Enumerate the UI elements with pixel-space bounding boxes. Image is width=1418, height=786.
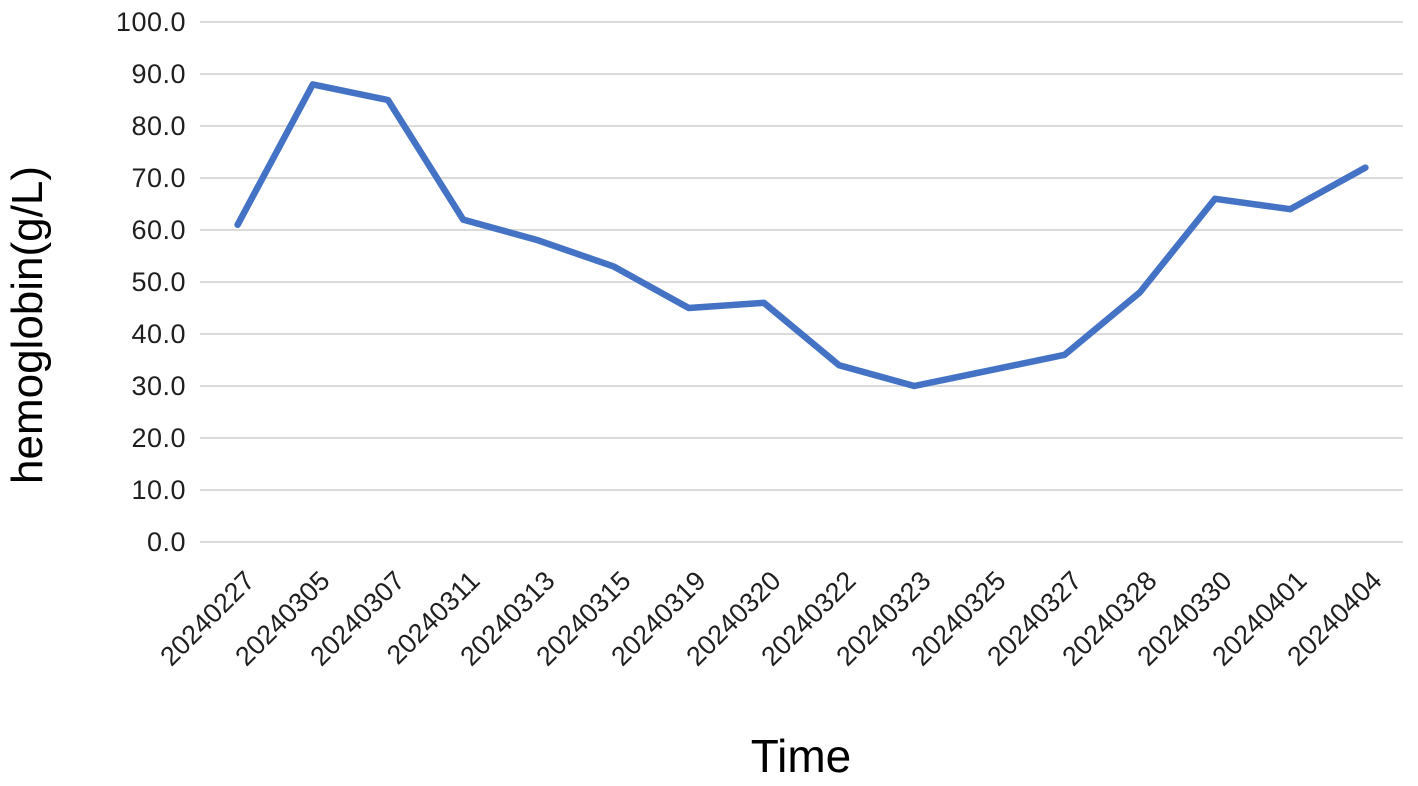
y-axis-title: hemoglobin(g/L): [3, 166, 52, 484]
y-tick-label: 60.0: [131, 215, 186, 245]
y-tick-label: 100.0: [115, 7, 186, 37]
y-tick-label: 10.0: [131, 475, 186, 505]
hemoglobin-series-line: [234, 81, 1369, 390]
x-axis-title: Time: [750, 730, 852, 782]
series-lines: [234, 81, 1369, 390]
y-tick-label: 0.0: [146, 527, 186, 557]
y-tick-label: 80.0: [131, 111, 186, 141]
y-tick-label: 40.0: [131, 319, 186, 349]
y-tick-label: 30.0: [131, 371, 186, 401]
y-tick-label: 90.0: [131, 59, 186, 89]
y-tick-label: 20.0: [131, 423, 186, 453]
y-tick-label: 70.0: [131, 163, 186, 193]
y-tick-label: 50.0: [131, 267, 186, 297]
